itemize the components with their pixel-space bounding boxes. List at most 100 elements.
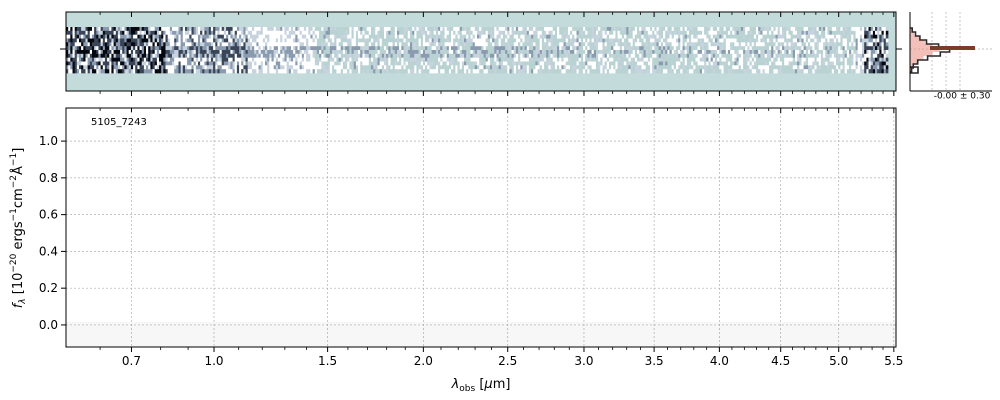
spectrum-2d-pixel bbox=[593, 30, 597, 35]
spectrum-2d-pixel bbox=[808, 61, 811, 66]
spectrum-2d-pixel bbox=[578, 34, 582, 39]
spectrum-2d-pixel bbox=[258, 27, 262, 32]
spectrum-2d-pixel bbox=[340, 46, 344, 51]
spectrum-2d-pixel bbox=[727, 50, 731, 55]
spectrum-2d-pixel bbox=[786, 50, 789, 55]
spectrum-2d-pixel bbox=[483, 46, 487, 51]
spectrum-2d-pixel bbox=[122, 50, 125, 55]
spectrum-2d-pixel bbox=[563, 30, 567, 35]
spectrum-2d-pixel bbox=[669, 57, 673, 62]
spectrum-2d-pixel bbox=[680, 53, 683, 58]
spectrum-2d-pixel bbox=[133, 42, 136, 47]
spectrum-2d-pixel bbox=[803, 30, 807, 35]
spectrum-2d-pixel bbox=[150, 53, 153, 58]
spectrum-2d-pixel bbox=[585, 38, 588, 43]
spectrum-2d-pixel bbox=[388, 69, 391, 74]
spectrum-2d-pixel bbox=[232, 69, 236, 74]
spectrum-2d-pixel bbox=[840, 27, 843, 32]
spectrum-2d-pixel bbox=[849, 38, 852, 43]
spectrum-2d-pixel bbox=[386, 57, 389, 62]
spectrum-2d-pixel bbox=[338, 46, 342, 51]
spectrum-2d-pixel bbox=[446, 30, 450, 35]
spectrum-2d-pixel bbox=[394, 65, 398, 70]
spectrum-2d-pixel bbox=[842, 27, 846, 32]
spectrum-2d-pixel bbox=[643, 57, 647, 62]
spectrum-2d-pixel bbox=[85, 65, 89, 70]
spectrum-2d-pixel bbox=[407, 42, 411, 47]
spectrum-2d-pixel bbox=[641, 69, 644, 74]
spectrum-2d-pixel bbox=[373, 50, 376, 55]
spectrum-2d-pixel bbox=[200, 27, 203, 32]
spectrum-2d-pixel bbox=[433, 69, 437, 74]
spectrum-2d-pixel bbox=[269, 69, 272, 74]
spectrum-2d-pixel bbox=[219, 27, 223, 32]
spectrum-2d-pixel bbox=[297, 69, 301, 74]
spectrum-2d-pixel bbox=[226, 57, 229, 62]
spectrum-2d-pixel bbox=[838, 42, 841, 47]
spectrum-2d-pixel bbox=[303, 65, 307, 70]
spectrum-2d-pixel bbox=[435, 27, 439, 32]
spectrum-2d-pixel bbox=[628, 42, 631, 47]
spectrum-2d-pixel bbox=[314, 42, 318, 47]
spectrum-2d-pixel bbox=[141, 38, 145, 43]
spectrum-2d-pixel bbox=[883, 46, 887, 51]
spectrum-2d-pixel bbox=[762, 61, 766, 66]
spectrum-2d-pixel bbox=[572, 53, 575, 58]
spectrum-2d-pixel bbox=[609, 69, 612, 74]
spectrum-2d-pixel bbox=[342, 42, 346, 47]
spectrum-2d-pixel bbox=[557, 30, 560, 35]
spectrum-2d-pixel bbox=[286, 38, 290, 43]
spectrum-2d-pixel bbox=[70, 38, 73, 43]
spectrum-2d-pixel bbox=[451, 50, 454, 55]
spectrum-2d-pixel bbox=[723, 50, 727, 55]
spectrum-2d-pixel bbox=[786, 34, 789, 39]
spectrum-2d-pixel bbox=[94, 38, 97, 43]
spectrum-2d-pixel bbox=[94, 30, 97, 35]
spectrum-2d-pixel bbox=[102, 61, 106, 66]
spectrum-2d-pixel bbox=[163, 42, 166, 47]
spectrum-2d-pixel bbox=[719, 46, 722, 51]
spectrum-2d-pixel bbox=[650, 57, 653, 62]
spectrum-2d-pixel bbox=[740, 50, 744, 55]
spectrum-2d-pixel bbox=[299, 50, 303, 55]
spectrum-2d-pixel bbox=[812, 34, 815, 39]
spectrum-2d-pixel bbox=[418, 46, 422, 51]
spectrum-2d-pixel bbox=[444, 34, 448, 39]
spectrum-2d-pixel bbox=[267, 46, 270, 51]
spectrum-2d-pixel bbox=[167, 38, 171, 43]
spectrum-2d-pixel bbox=[546, 34, 549, 39]
spectrum-2d-pixel bbox=[200, 46, 203, 51]
spectrum-2d-pixel bbox=[102, 46, 106, 51]
spectrum-2d-pixel bbox=[490, 69, 493, 74]
spectrum-2d-pixel bbox=[764, 27, 768, 32]
spectrum-2d-pixel bbox=[185, 69, 188, 74]
spectrum-2d-pixel bbox=[864, 57, 867, 62]
spectrum-2d-pixel bbox=[230, 50, 233, 55]
spectrum-2d-pixel bbox=[795, 42, 798, 47]
spectrum-2d-pixel bbox=[81, 61, 84, 66]
spectrum-2d-pixel bbox=[388, 34, 391, 39]
spectrum-2d-pixel bbox=[167, 46, 171, 51]
spectrum-2d-pixel bbox=[206, 61, 210, 66]
spectrum-2d-pixel bbox=[236, 50, 240, 55]
spectrum-2d-pixel bbox=[820, 69, 824, 74]
spectrum-2d-pixel bbox=[223, 69, 227, 74]
spectrum-2d-pixel bbox=[102, 57, 106, 62]
spectrum-2d-pixel bbox=[721, 34, 724, 39]
spectrum-2d-pixel bbox=[364, 30, 368, 35]
spectrum-2d-pixel bbox=[779, 69, 783, 74]
spectrum-2d-pixel bbox=[743, 34, 746, 39]
spectrum-2d-pixel bbox=[96, 61, 99, 66]
spectrum-2d-pixel bbox=[730, 38, 733, 43]
spectrum-2d-pixel bbox=[254, 53, 257, 58]
spectrum-2d-pixel bbox=[477, 27, 480, 32]
spectrum-2d-pixel bbox=[256, 27, 259, 32]
spectrum-2d-pixel bbox=[141, 50, 145, 55]
spectrum-2d-pixel bbox=[699, 53, 703, 58]
spectrum-2d-pixel bbox=[723, 34, 727, 39]
spectrum-2d-pixel bbox=[193, 27, 197, 32]
spectrum-2d-pixel bbox=[466, 57, 469, 62]
spectrum-2d-pixel bbox=[727, 30, 731, 35]
spectrum-2d-pixel bbox=[377, 34, 381, 39]
spectrum-2d-pixel bbox=[152, 57, 156, 62]
